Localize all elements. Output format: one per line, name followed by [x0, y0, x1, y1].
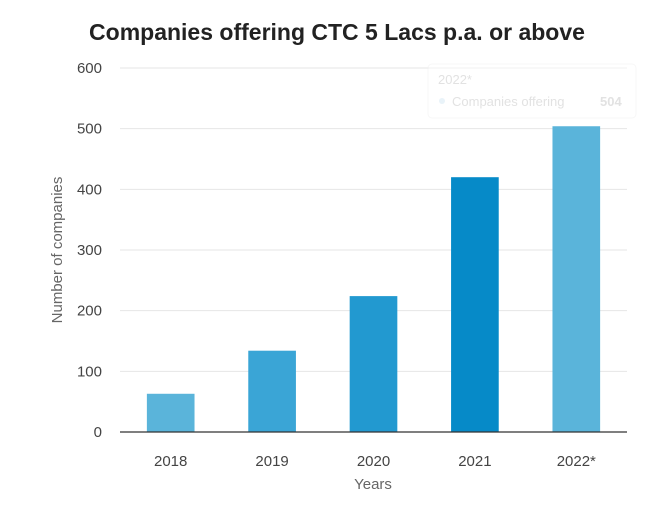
y-tick-label: 200 — [77, 303, 102, 320]
tooltip-header: 2022* — [438, 72, 472, 87]
x-tick-label: 2019 — [255, 453, 288, 470]
x-axis-title: Years — [354, 476, 392, 493]
tooltip-series-marker — [439, 98, 445, 104]
y-axis-ticks: 0 100 200 300 400 500 600 — [77, 60, 102, 441]
tooltip-box — [427, 63, 637, 119]
bar-2019[interactable] — [248, 350, 296, 432]
gridlines — [120, 67, 627, 372]
bar-2020[interactable] — [349, 296, 398, 432]
y-tick-label: 100 — [77, 363, 102, 380]
x-tick-label: 2018 — [154, 453, 187, 470]
x-tick-label: 2021 — [458, 453, 491, 470]
y-axis-title: Number of companies — [49, 177, 66, 324]
x-tick-label: 2022* — [557, 453, 596, 470]
chart-title: Companies offering CTC 5 Lacs p.a. or ab… — [89, 19, 585, 45]
x-tick-label: 2020 — [357, 453, 390, 470]
bar-2022[interactable] — [552, 126, 601, 433]
x-axis-ticks: 2018 2019 2020 2021 2022* — [154, 453, 596, 470]
y-tick-label: 600 — [77, 60, 102, 77]
tooltip: 2022* Companies offering 504 — [427, 63, 637, 119]
tooltip-series-name: Companies offering — [452, 94, 565, 109]
y-tick-label: 500 — [77, 121, 102, 138]
bar-2021[interactable] — [451, 177, 499, 432]
bars — [146, 126, 601, 433]
y-tick-label: 400 — [77, 181, 102, 198]
bar-2018[interactable] — [146, 393, 195, 432]
y-tick-label: 0 — [94, 424, 102, 441]
y-tick-label: 300 — [77, 242, 102, 259]
tooltip-value: 504 — [600, 94, 622, 109]
